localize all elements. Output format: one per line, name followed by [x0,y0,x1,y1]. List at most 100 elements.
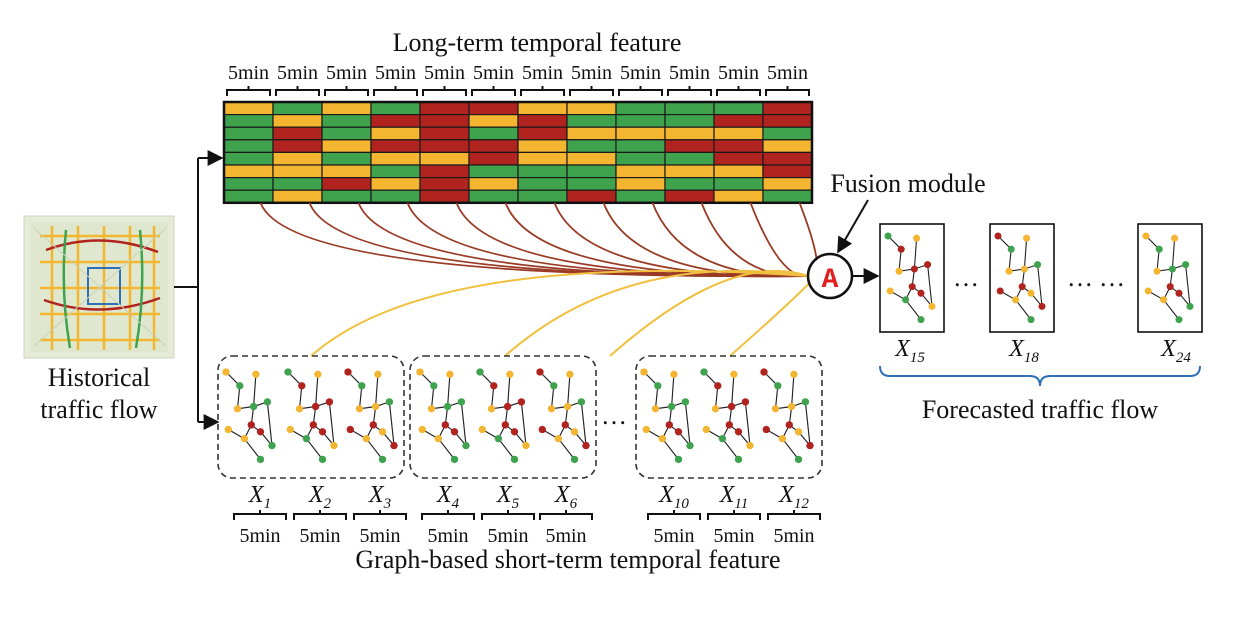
fusion-module-label: Fusion module [830,169,985,198]
graph-node [487,405,496,413]
graph-node [686,441,694,450]
long-term-interval-label: 5min [473,62,514,84]
graph-node [570,455,579,464]
heatmap-cell [615,164,666,179]
traffic-graph [640,368,694,464]
graph-node [374,370,382,378]
traffic-graph [994,232,1046,324]
graph-node [774,382,782,390]
graph-node [1012,296,1020,304]
short-term-interval-label: 5min [713,525,754,547]
long-term-interval-label: 5min [620,62,661,84]
heatmap-cell [468,189,519,204]
heatmap-cell [615,101,666,116]
heatmap-cell [615,151,666,166]
graph-node [344,368,352,376]
forecast-ellipsis-1: … [953,263,979,292]
heatmap-cell [419,139,470,154]
heatmap-cell [713,177,764,191]
heatmap-cell [419,151,470,166]
heatmap-cell [419,164,470,179]
short-term-interval-brace [647,510,701,520]
short-term-interval-brace [481,510,535,520]
short-term-group-2 [409,355,597,479]
long-term-interval-label: 5min [326,62,367,84]
heatmap-cell [223,164,274,179]
long-term-link [749,202,809,277]
heatmap-cell [664,113,715,128]
graph-node [1005,267,1013,275]
heatmap-cell [713,189,764,204]
graph-node [1171,234,1179,242]
heatmap-cell [223,101,274,116]
heatmap-cell [223,189,274,204]
graph-node [418,425,426,434]
heatmap-cell [419,177,470,191]
short-term-interval-label: 5min [487,525,528,547]
graph-node [390,441,398,450]
heatmap-cell [713,113,764,128]
short-term-interval-brace [233,510,287,520]
graph-node [924,261,932,269]
long-term-interval-brace [373,86,418,96]
graph-node [427,405,436,413]
graph-node [309,421,317,429]
graph-node [895,267,903,275]
graph-node [654,382,662,390]
graph-node [910,265,918,273]
graph-node [1038,302,1046,310]
long-term-interval-brace [716,86,761,96]
traffic-graph [222,368,276,464]
heatmap-cell [517,101,568,116]
heatmap-cell [468,101,519,116]
heatmap-cell [321,189,372,204]
heatmap-cell [615,126,666,141]
heatmap-cell [321,139,372,154]
long-term-interval-brace [667,86,712,96]
graph-node [311,402,320,411]
graph-node [302,435,311,443]
graph-node [1018,283,1026,291]
long-term-interval-label: 5min [522,62,563,84]
graph-node [369,421,377,429]
long-term-interval-label: 5min [228,62,269,84]
short-term-interval-brace [707,510,761,520]
graph-node [902,296,910,304]
graph-node [727,402,736,411]
long-term-interval-label: 5min [767,62,808,84]
short-term-group-1 [217,355,405,479]
heatmap-cell [517,139,568,154]
graph-node [501,421,509,429]
long-term-link [357,202,809,278]
heatmap-cell [664,177,715,191]
heatmap-cell [272,177,323,191]
graph-node [503,402,512,411]
graph-node [670,370,678,378]
graph-node [256,428,265,436]
heatmap-cell [468,151,519,166]
heatmap-cell [321,177,372,191]
heatmap-cell [370,164,421,179]
heatmap-cell [272,101,323,116]
forecast-brace [879,365,1201,387]
graph-node [582,441,590,450]
heatmap-cell [223,139,274,154]
graph-node [1186,302,1194,310]
short-term-step-label: X4 [436,482,460,512]
heatmap-cell [419,101,470,116]
graph-node [1182,261,1190,269]
graph-node [734,455,743,464]
graph-node [450,455,459,464]
heatmap-cell [713,101,764,116]
graph-node [314,370,322,378]
graph-node [1142,232,1150,240]
short-term-link [310,269,809,357]
long-term-link [259,202,809,278]
short-term-step-label: X12 [778,482,809,512]
heatmap-cell [517,164,568,179]
traffic-graph [344,368,398,464]
graph-node [566,370,574,378]
graph-node [1175,316,1183,324]
heatmap-cell [762,139,813,154]
heatmap-cell [321,101,372,116]
